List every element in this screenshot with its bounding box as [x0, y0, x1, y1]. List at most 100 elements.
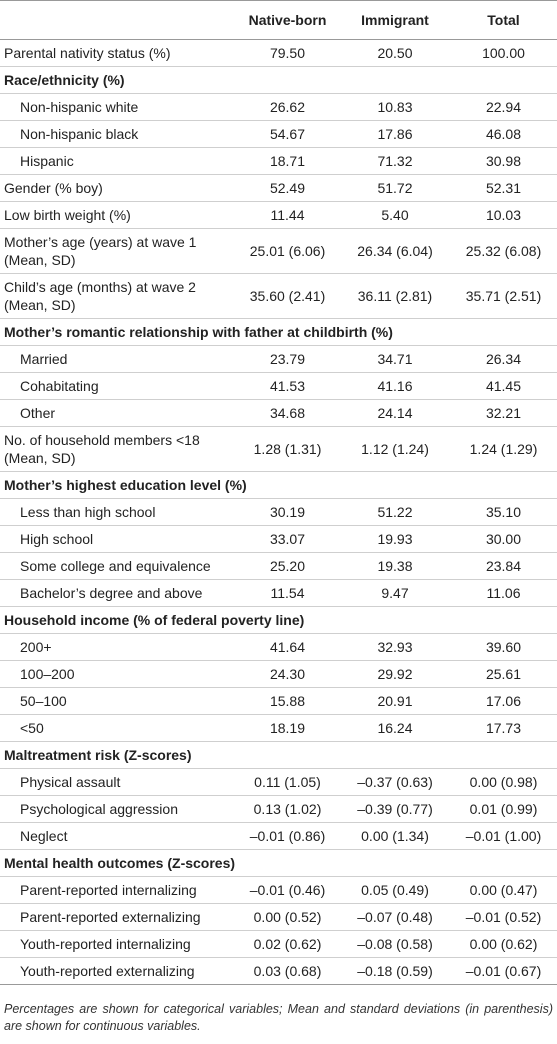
table-note: Percentages are shown for categorical va… [4, 1002, 553, 1033]
row-label: Neglect [0, 822, 235, 850]
cell-value: 36.11 (2.81) [340, 273, 450, 319]
cell-value: 11.54 [235, 579, 340, 607]
table-row: <50 18.19 16.24 17.73 [0, 714, 557, 742]
row-label: Hispanic [0, 147, 235, 175]
row-label: Parent-reported internalizing [0, 876, 235, 904]
cell-value: 15.88 [235, 687, 340, 715]
cell-value: 0.02 (0.62) [235, 930, 340, 958]
cell-value: 35.60 (2.41) [235, 273, 340, 319]
cell-value: 52.31 [450, 174, 557, 202]
cell-value: 35.10 [450, 498, 557, 526]
table-row: 200+ 41.64 32.93 39.60 [0, 633, 557, 661]
row-label: Parental nativity status (%) [0, 39, 235, 67]
cell-value: 25.20 [235, 552, 340, 580]
cell-value: 17.06 [450, 687, 557, 715]
cell-value: 0.05 (0.49) [340, 876, 450, 904]
table-row: Gender (% boy) 52.49 51.72 52.31 [0, 174, 557, 202]
cell-value: 25.32 (6.08) [450, 228, 557, 274]
row-label: Non-hispanic white [0, 93, 235, 121]
cell-value: 0.11 (1.05) [235, 768, 340, 796]
cell-value: 26.34 [450, 345, 557, 373]
section-heading: Mother’s romantic relationship with fath… [0, 318, 557, 346]
row-label: Child’s age (months) at wave 2 (Mean, SD… [0, 273, 235, 319]
cell-value: 11.44 [235, 201, 340, 229]
cell-value: 30.19 [235, 498, 340, 526]
row-label: 200+ [0, 633, 235, 661]
table-row: Bachelor’s degree and above 11.54 9.47 11.0… [0, 579, 557, 607]
row-label: No. of household members <18 (Mean, SD) [0, 426, 235, 472]
cell-value: 0.00 (0.98) [450, 768, 557, 796]
cell-value: 79.50 [235, 39, 340, 67]
cell-value: 24.14 [340, 399, 450, 427]
table-row: Some college and equivalence 25.20 19.38 23… [0, 552, 557, 580]
cell-value: –0.18 (0.59) [340, 957, 450, 985]
table-row: Parental nativity status (%) 79.50 20.50 10… [0, 39, 557, 67]
cell-value: 1.28 (1.31) [235, 426, 340, 472]
row-label: Mother’s age (years) at wave 1 (Mean, SD… [0, 228, 235, 274]
cell-value: 41.45 [450, 372, 557, 400]
row-label: Some college and equivalence [0, 552, 235, 580]
table-row: 100–200 24.30 29.92 25.61 [0, 660, 557, 688]
cell-value: 25.01 (6.06) [235, 228, 340, 274]
section-heading: Mental health outcomes (Z-scores) [0, 849, 557, 877]
row-label: Married [0, 345, 235, 373]
table-row: Other 34.68 24.14 32.21 [0, 399, 557, 427]
table-row: Parent-reported internalizing –0.01 (0.46… [0, 876, 557, 904]
cell-value: 22.94 [450, 93, 557, 121]
cell-value: 1.12 (1.24) [340, 426, 450, 472]
row-label: <50 [0, 714, 235, 742]
table-row: Parent-reported externalizing 0.00 (0.52)… [0, 903, 557, 931]
cell-value: 18.71 [235, 147, 340, 175]
cell-value: 19.93 [340, 525, 450, 553]
table-row: Married 23.79 34.71 26.34 [0, 345, 557, 373]
cell-value: 10.03 [450, 201, 557, 229]
cell-value: 52.49 [235, 174, 340, 202]
row-label: 50–100 [0, 687, 235, 715]
column-header: Total [450, 0, 557, 40]
row-label: Other [0, 399, 235, 427]
cell-value: 0.00 (0.62) [450, 930, 557, 958]
cell-value: 11.06 [450, 579, 557, 607]
cell-value: 20.50 [340, 39, 450, 67]
cell-value: 17.86 [340, 120, 450, 148]
table-row: 50–100 15.88 20.91 17.06 [0, 687, 557, 715]
row-label: High school [0, 525, 235, 553]
table-row: Cohabitating 41.53 41.16 41.45 [0, 372, 557, 400]
cell-value: –0.08 (0.58) [340, 930, 450, 958]
row-label: Non-hispanic black [0, 120, 235, 148]
table-row: Psychological aggression 0.13 (1.02) –0.39… [0, 795, 557, 823]
row-label: Youth-reported externalizing [0, 957, 235, 985]
cell-value: –0.01 (1.00) [450, 822, 557, 850]
cell-value: 100.00 [450, 39, 557, 67]
table-row: Youth-reported externalizing 0.03 (0.68) –… [0, 957, 557, 985]
cell-value: 19.38 [340, 552, 450, 580]
section-row: Maltreatment risk (Z-scores) [0, 741, 557, 769]
cell-value: –0.01 (0.86) [235, 822, 340, 850]
cell-value: 9.47 [340, 579, 450, 607]
table-row: Hispanic 18.71 71.32 30.98 [0, 147, 557, 175]
table-row: Non-hispanic black 54.67 17.86 46.08 [0, 120, 557, 148]
row-label: Psychological aggression [0, 795, 235, 823]
cell-value: 41.64 [235, 633, 340, 661]
table-row: Non-hispanic white 26.62 10.83 22.94 [0, 93, 557, 121]
header-cell [0, 0, 235, 40]
cell-value: 23.79 [235, 345, 340, 373]
section-row: Race/ethnicity (%) [0, 66, 557, 94]
cell-value: 0.00 (0.52) [235, 903, 340, 931]
section-row: Mother’s romantic relationship with fath… [0, 318, 557, 346]
row-label: Youth-reported internalizing [0, 930, 235, 958]
row-label: Parent-reported externalizing [0, 903, 235, 931]
table-row: High school 33.07 19.93 30.00 [0, 525, 557, 553]
cell-value: 39.60 [450, 633, 557, 661]
cell-value: 32.21 [450, 399, 557, 427]
cell-value: 32.93 [340, 633, 450, 661]
row-label: Bachelor’s degree and above [0, 579, 235, 607]
cell-value: 0.13 (1.02) [235, 795, 340, 823]
row-label: 100–200 [0, 660, 235, 688]
cell-value: 41.16 [340, 372, 450, 400]
cell-value: –0.01 (0.67) [450, 957, 557, 985]
table-row: Less than high school 30.19 51.22 35.10 [0, 498, 557, 526]
table-row: Neglect –0.01 (0.86) 0.00 (1.34) –0.01 (1.0… [0, 822, 557, 850]
cell-value: 34.68 [235, 399, 340, 427]
section-heading: Race/ethnicity (%) [0, 66, 557, 94]
